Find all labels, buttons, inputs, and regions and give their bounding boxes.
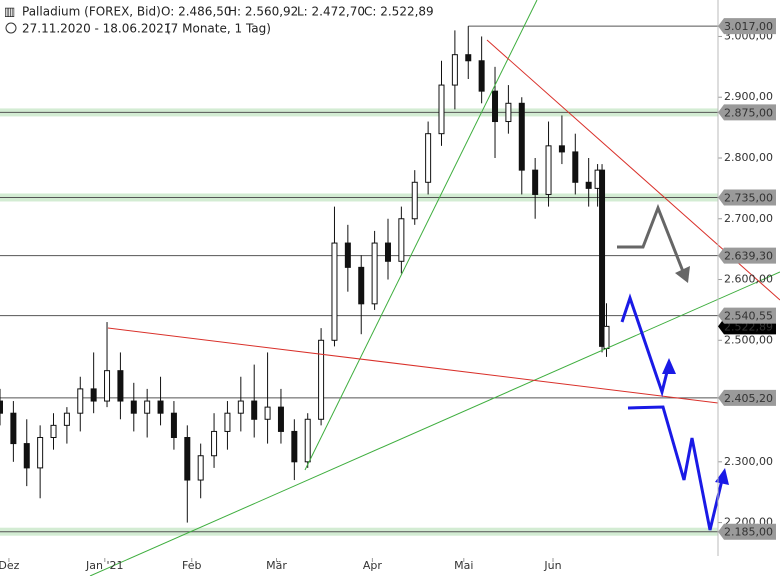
candle-body [90, 388, 97, 402]
level-box [718, 104, 776, 121]
icon: ▥ [4, 5, 15, 19]
level-label: 2.639,30 [724, 250, 773, 263]
candle-body [237, 400, 244, 414]
candle-body [184, 437, 191, 481]
level-box [718, 389, 776, 406]
date-range: 27.11.2020 - 18.06.2021 [22, 22, 171, 36]
candle-body [371, 242, 378, 305]
candle-body [0, 400, 3, 414]
candle-body [438, 84, 445, 135]
level-label: 2.185,00 [724, 526, 773, 539]
y-tick-label: 2.600,00 [724, 273, 773, 286]
candle-body [599, 169, 606, 347]
trendline [304, 0, 538, 471]
candle-body [384, 242, 391, 262]
duration: (7 Monate, 1 Tag) [166, 22, 271, 36]
y-tick-label: 2.900,00 [724, 90, 773, 103]
level-box [718, 189, 776, 206]
clock-icon [5, 22, 17, 34]
candle-body [37, 437, 44, 469]
x-tick-label: Jun [543, 559, 561, 572]
open-price: O: 2.486,50 [161, 5, 232, 19]
arrow-head [662, 358, 676, 374]
candle-body [518, 102, 525, 171]
low-price: L: 2.472,70 [297, 5, 365, 19]
level-box [718, 523, 776, 540]
y-tick-label: 2.300,00 [724, 455, 773, 468]
candle-body [603, 325, 610, 349]
candle-body [558, 145, 565, 153]
candle-body [465, 54, 472, 62]
level-box [718, 307, 776, 324]
candle-body [585, 181, 592, 189]
y-tick-label: 2.500,00 [724, 333, 773, 346]
candle-body [50, 424, 57, 439]
candle-body [545, 145, 552, 195]
arrow-head [715, 468, 729, 485]
candle-body [197, 455, 204, 481]
candle-body [224, 412, 231, 432]
candle-body [358, 266, 365, 305]
candle-body [10, 412, 17, 445]
x-tick-label: Feb [182, 559, 201, 572]
arrow-head [675, 266, 690, 283]
candle-body [331, 242, 338, 341]
trendline [89, 271, 780, 576]
trendline [107, 327, 719, 404]
candle-body [572, 151, 579, 183]
forecast-arrow [617, 203, 686, 275]
high-price: H: 2.560,92 [228, 5, 298, 19]
candle-body [251, 400, 258, 420]
candle-body [411, 181, 418, 220]
candle-body [130, 400, 137, 414]
candle-body [157, 400, 164, 414]
candle-body [104, 370, 111, 402]
y-tick-label: 2.700,00 [724, 212, 773, 225]
candle-body [451, 54, 458, 86]
forecast-arrow [620, 293, 670, 398]
level-label: 2.540,55 [724, 310, 773, 323]
level-label: 2.405,20 [724, 392, 773, 405]
candle-body [344, 242, 351, 268]
candle-body [425, 133, 432, 183]
candle-body [170, 412, 177, 439]
candle-body [532, 169, 539, 195]
candle-body [277, 406, 284, 432]
drawings [89, 0, 780, 576]
candle-body [144, 400, 151, 414]
level-box [718, 18, 776, 35]
candle-body [478, 60, 485, 92]
forecast-arrow [627, 405, 724, 531]
candle-body [117, 370, 124, 402]
x-tick-label: Mär [266, 559, 287, 572]
level-label: 2.735,00 [724, 191, 773, 204]
x-tick-label: Dez [0, 559, 20, 572]
close-price: C: 2.522,89 [364, 5, 434, 19]
level-label: 2.875,00 [724, 106, 773, 119]
x-tick-label: Apr [363, 559, 383, 572]
level-label: 3.017,00 [724, 20, 773, 33]
candles [0, 26, 610, 523]
candle-body [63, 412, 70, 426]
candle-body [23, 443, 30, 469]
candle-body [77, 388, 84, 414]
candle-body [318, 339, 325, 420]
candle-body [492, 90, 499, 123]
x-tick-label: Mai [454, 559, 473, 572]
y-tick-label: 2.800,00 [724, 151, 773, 164]
candle-body [505, 102, 512, 123]
x-tick-label: Jan '21 [85, 559, 123, 572]
level-box [718, 247, 776, 264]
header: ▥ Palladium (FOREX, Bid) O: 2.486,50 H: … [4, 5, 434, 36]
bands [0, 108, 718, 536]
candle-body [264, 406, 271, 420]
candle-body [398, 218, 405, 262]
candle-body [304, 418, 311, 463]
instrument: Palladium (FOREX, Bid) [22, 5, 161, 19]
candle-body [211, 430, 218, 457]
candle-body [291, 430, 298, 463]
